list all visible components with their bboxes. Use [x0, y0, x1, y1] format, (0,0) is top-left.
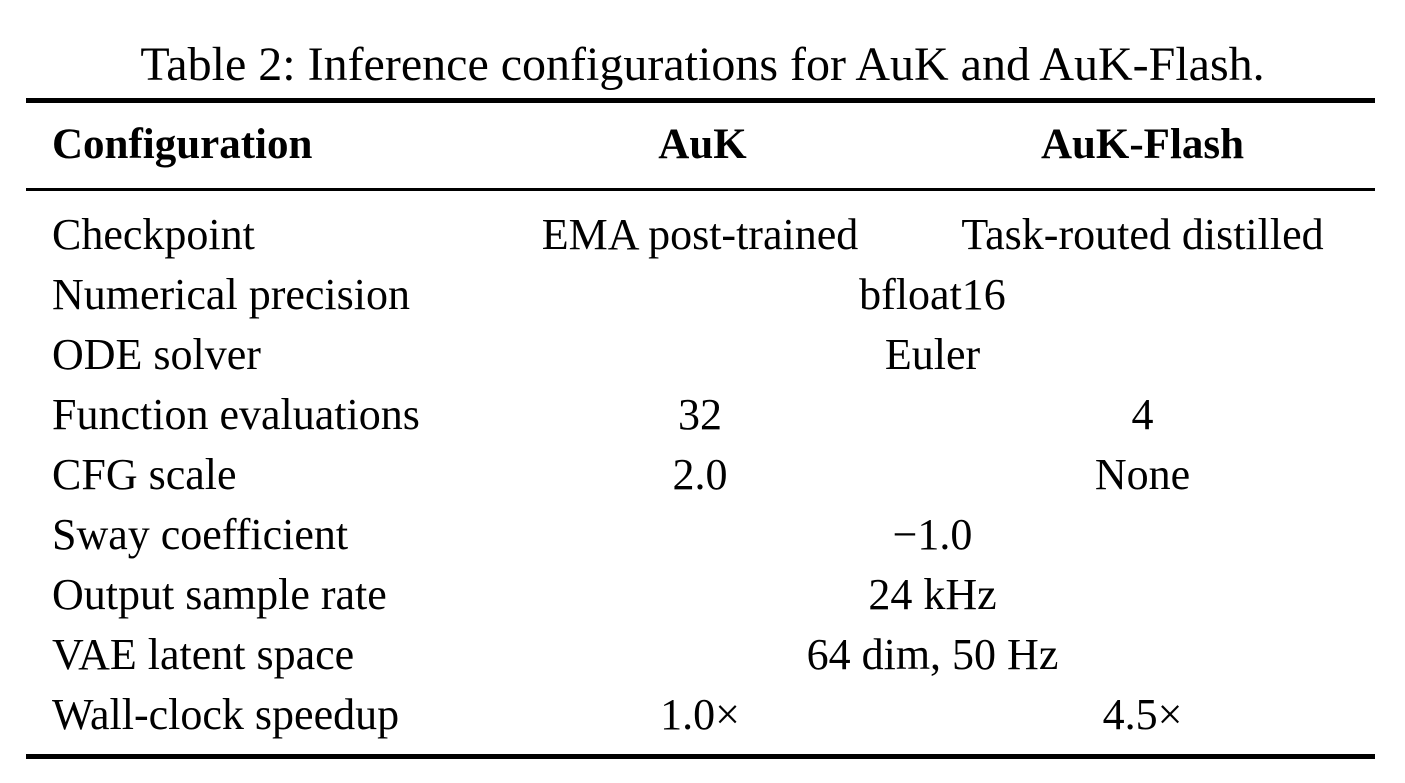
header-configuration: Configuration: [52, 121, 313, 168]
shared-value: 64 dim, 50 Hz: [806, 630, 1059, 679]
table-header-rule: [26, 188, 1375, 191]
auk-flash-value: None: [1094, 450, 1191, 499]
auk-value: 2.0: [672, 450, 728, 499]
row-label: CFG scale: [52, 450, 237, 499]
row-label: Sway coefficient: [52, 510, 349, 559]
shared-value: bfloat16: [859, 270, 1006, 319]
table-row: Numerical precision bfloat16: [0, 265, 1405, 325]
table-caption: Table 2: Inference configurations for Au…: [140, 38, 1265, 91]
shared-value: Euler: [884, 330, 981, 379]
auk-value: 1.0×: [660, 690, 740, 739]
table-header-row: Configuration AuK AuK-Flash: [0, 115, 1405, 175]
table-row: VAE latent space 64 dim, 50 Hz: [0, 625, 1405, 685]
shared-value: 24 kHz: [868, 570, 997, 619]
row-label: Output sample rate: [52, 570, 387, 619]
table-row: Function evaluations 32 4: [0, 385, 1405, 445]
table-row: Sway coefficient −1.0: [0, 505, 1405, 565]
header-auk: AuK: [658, 121, 747, 168]
auk-flash-value: 4.5×: [1102, 690, 1183, 739]
table-row: Wall-clock speedup 1.0× 4.5×: [0, 685, 1405, 745]
table-row: Output sample rate 24 kHz: [0, 565, 1405, 625]
auk-flash-value: Task-routed distilled: [961, 210, 1324, 259]
table-bottom-rule: [26, 754, 1375, 759]
header-auk-flash: AuK-Flash: [1040, 121, 1245, 168]
table-row: CFG scale 2.0 None: [0, 445, 1405, 505]
table-top-rule: [26, 98, 1375, 103]
table-row: ODE solver Euler: [0, 325, 1405, 385]
table-row: Checkpoint EMA post-trained Task-routed …: [0, 205, 1405, 265]
auk-value: 32: [678, 390, 722, 439]
shared-value: −1.0: [892, 510, 973, 559]
row-label: Wall-clock speedup: [52, 690, 400, 739]
row-label: Checkpoint: [52, 210, 255, 259]
auk-value: EMA post-trained: [541, 210, 859, 259]
row-label: Numerical precision: [52, 270, 410, 319]
auk-flash-value: 4: [1131, 390, 1154, 439]
row-label: VAE latent space: [52, 630, 355, 679]
row-label: Function evaluations: [52, 390, 420, 439]
row-label: ODE solver: [52, 330, 261, 379]
